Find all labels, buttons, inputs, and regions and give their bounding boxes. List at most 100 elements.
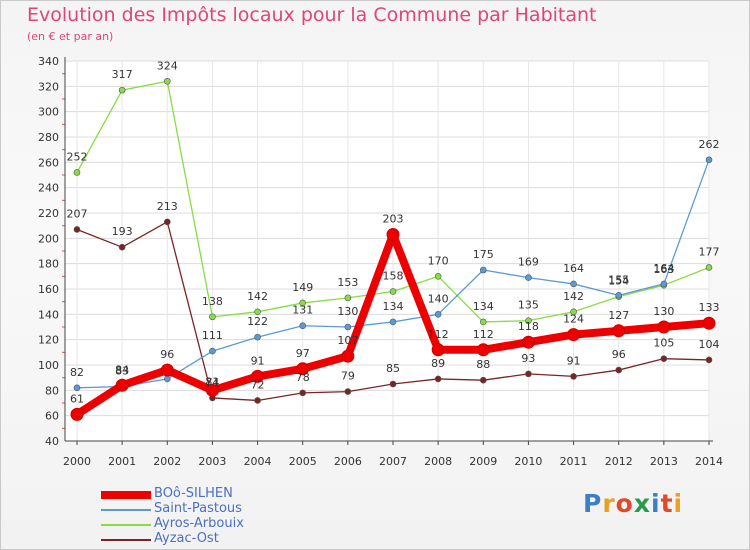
x-tick-label: 2002 <box>153 455 181 468</box>
data-label: 158 <box>383 270 404 283</box>
data-point <box>118 86 126 94</box>
data-point <box>163 375 171 383</box>
data-point <box>660 280 668 288</box>
legend-swatch <box>101 491 151 499</box>
data-label: 91 <box>251 354 265 367</box>
data-label: 134 <box>473 300 494 313</box>
y-tick-label: 180 <box>38 258 59 271</box>
data-point <box>434 375 442 383</box>
data-point <box>431 343 445 357</box>
x-tick-label: 2014 <box>695 455 723 468</box>
data-point <box>73 169 81 176</box>
data-label: 252 <box>67 150 88 163</box>
data-point <box>615 366 623 374</box>
data-label: 81 <box>205 375 219 388</box>
data-label: 79 <box>341 370 355 383</box>
data-label: 93 <box>521 352 535 365</box>
logo-letter: t <box>660 489 674 518</box>
data-label: 154 <box>608 275 629 288</box>
data-label: 91 <box>567 354 581 367</box>
logo-letter: x <box>633 489 651 518</box>
y-tick-label: 260 <box>38 156 59 169</box>
data-label: 317 <box>112 68 133 81</box>
data-point <box>479 318 487 326</box>
legend-label: Saint-Pastous <box>154 501 242 516</box>
data-label: 155 <box>608 273 629 286</box>
proxiti-logo: Proxiti <box>583 489 683 518</box>
data-point <box>296 362 310 376</box>
data-label: 78 <box>296 371 310 384</box>
data-label: 97 <box>296 347 310 360</box>
data-label: 88 <box>476 358 490 371</box>
data-point <box>386 228 400 242</box>
y-tick-label: 40 <box>45 435 59 448</box>
data-label: 82 <box>70 366 84 379</box>
data-label: 142 <box>247 290 268 303</box>
data-point <box>209 347 216 355</box>
data-label: 130 <box>337 305 358 318</box>
y-tick-label: 80 <box>45 384 59 397</box>
data-point <box>567 328 581 342</box>
data-point <box>476 343 490 357</box>
chart-title: Evolution des Impôts locaux pour la Comm… <box>27 4 597 26</box>
logo-letter: r <box>602 489 616 518</box>
data-point <box>702 316 716 330</box>
data-label: 112 <box>428 328 449 341</box>
data-point <box>118 243 126 251</box>
y-tick-label: 300 <box>38 106 59 119</box>
x-tick-label: 2004 <box>244 455 272 468</box>
data-label: 262 <box>699 138 720 151</box>
data-label: 138 <box>202 295 223 308</box>
x-tick-label: 2009 <box>469 455 497 468</box>
data-label: 96 <box>612 348 626 361</box>
data-point <box>254 397 261 404</box>
data-label: 105 <box>653 337 674 350</box>
data-label: 83 <box>115 365 129 378</box>
data-point <box>389 288 397 295</box>
data-label: 169 <box>518 256 539 269</box>
data-point <box>705 264 713 271</box>
chart-subtitle: (en € et par an) <box>27 30 114 43</box>
data-point <box>525 370 532 378</box>
x-tick-label: 2013 <box>650 455 678 468</box>
legend-label: Ayzac-Ost <box>154 531 219 546</box>
data-point <box>299 322 307 330</box>
data-point <box>70 407 84 421</box>
data-point <box>73 226 81 233</box>
data-label: 140 <box>428 292 449 305</box>
x-tick-label: 2001 <box>108 455 136 468</box>
data-label: 111 <box>202 329 223 342</box>
data-label: 85 <box>386 362 400 375</box>
data-point <box>160 363 174 377</box>
data-point <box>205 383 219 397</box>
y-tick-label: 320 <box>38 80 59 93</box>
data-label: 104 <box>699 338 720 351</box>
data-point <box>254 308 261 316</box>
data-label: 122 <box>247 315 268 328</box>
data-label: 127 <box>608 309 629 322</box>
data-label: 170 <box>428 254 449 267</box>
logo-letter: i <box>673 489 684 518</box>
legend-label: BOô-SILHEN <box>154 486 233 501</box>
data-label: 193 <box>112 225 133 238</box>
x-tick-label: 2012 <box>605 455 633 468</box>
x-tick-label: 2005 <box>289 455 317 468</box>
data-label: 213 <box>157 200 178 213</box>
data-point <box>344 323 352 331</box>
data-label: 324 <box>157 59 178 72</box>
data-point <box>299 389 307 397</box>
data-label: 84 <box>115 363 129 376</box>
y-tick-label: 160 <box>38 283 59 296</box>
data-label: 135 <box>518 299 539 312</box>
data-label: 164 <box>653 262 674 275</box>
y-tick-label: 340 <box>38 55 59 68</box>
data-point <box>660 355 668 362</box>
y-tick-label: 140 <box>38 308 59 321</box>
data-point <box>615 292 623 299</box>
y-tick-label: 120 <box>38 334 59 347</box>
data-label: 72 <box>251 378 265 391</box>
data-point <box>612 324 626 338</box>
logo-letter: o <box>615 489 634 518</box>
x-tick-label: 2006 <box>334 455 362 468</box>
